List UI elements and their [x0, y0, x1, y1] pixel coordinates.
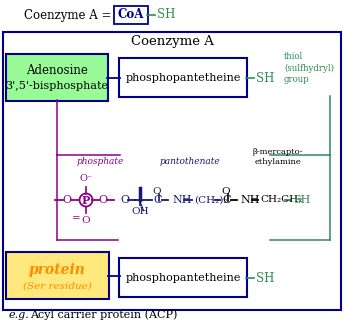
- FancyBboxPatch shape: [119, 58, 247, 97]
- FancyBboxPatch shape: [6, 54, 108, 101]
- Text: O: O: [222, 187, 230, 195]
- FancyBboxPatch shape: [3, 32, 341, 310]
- Text: O: O: [98, 195, 108, 205]
- Text: β-mercapto-
ethylamine: β-mercapto- ethylamine: [253, 148, 303, 166]
- Text: O: O: [153, 187, 161, 195]
- Text: O: O: [82, 216, 90, 225]
- Text: (CH₂)₂: (CH₂)₂: [194, 195, 227, 204]
- Text: phosphopantetheine: phosphopantetheine: [125, 73, 241, 83]
- Text: e.g.: e.g.: [9, 310, 30, 320]
- Text: CoA: CoA: [118, 8, 144, 21]
- Text: O: O: [62, 195, 71, 205]
- Text: SH: SH: [256, 272, 274, 284]
- Text: NH: NH: [172, 195, 191, 205]
- Text: SH: SH: [256, 72, 274, 85]
- Text: O⁻: O⁻: [79, 174, 92, 183]
- Text: C: C: [153, 195, 161, 205]
- Text: 3',5'-bisphosphate: 3',5'-bisphosphate: [6, 81, 108, 91]
- Text: NH: NH: [240, 195, 259, 205]
- Text: thiol
(sulfhydryl)
group: thiol (sulfhydryl) group: [284, 52, 334, 84]
- Text: Adenosine: Adenosine: [26, 64, 88, 76]
- Text: Coenzyme A: Coenzyme A: [130, 36, 214, 49]
- Text: pantothenate: pantothenate: [160, 157, 220, 167]
- Text: phosphopantetheine: phosphopantetheine: [125, 273, 241, 283]
- FancyBboxPatch shape: [114, 6, 148, 24]
- Text: (Ser residue): (Ser residue): [23, 282, 91, 291]
- Text: Acyl carrier protein (ACP): Acyl carrier protein (ACP): [30, 310, 177, 320]
- FancyBboxPatch shape: [119, 258, 247, 297]
- Text: C: C: [222, 195, 230, 205]
- Text: OH: OH: [131, 207, 149, 216]
- Text: CH₂CH₂: CH₂CH₂: [260, 195, 302, 204]
- Text: O: O: [120, 195, 129, 205]
- Text: Coenzyme A =: Coenzyme A =: [24, 9, 115, 22]
- Text: protein: protein: [29, 263, 86, 277]
- Text: SH: SH: [293, 195, 310, 205]
- Text: P: P: [82, 194, 90, 205]
- FancyBboxPatch shape: [6, 252, 109, 299]
- Text: SH: SH: [157, 8, 175, 21]
- Text: =: =: [72, 214, 81, 223]
- Text: phosphate: phosphate: [76, 157, 124, 167]
